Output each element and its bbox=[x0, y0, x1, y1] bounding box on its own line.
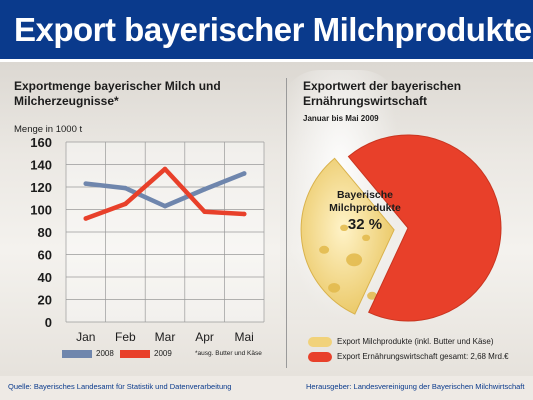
cheese-hole bbox=[340, 224, 349, 232]
legend-label-2008: 2008 bbox=[96, 349, 114, 358]
page-title: Export bayerischer Milchprodukte bbox=[14, 11, 532, 48]
y-tick-label: 140 bbox=[30, 158, 52, 173]
pie-slice-milchprodukte bbox=[300, 157, 395, 315]
y-tick-label: 40 bbox=[38, 270, 52, 285]
legend-swatch-milchprodukte bbox=[308, 337, 332, 347]
pie-slice-label: Bayerische Milchprodukte 32 % bbox=[322, 189, 408, 234]
legend-swatch-2008 bbox=[62, 350, 92, 358]
pie-chart-title-line2: Ernährungswirtschaft bbox=[303, 94, 428, 108]
cheese-hole bbox=[328, 283, 341, 293]
y-tick-label: 20 bbox=[38, 293, 52, 308]
cheese-hole bbox=[346, 253, 363, 267]
data-point-2008 bbox=[241, 171, 247, 176]
pie-slice-label-line1: Bayerische bbox=[336, 189, 394, 201]
data-point-2008 bbox=[162, 203, 168, 209]
y-axis-unit: Menge in 1000 t bbox=[14, 124, 83, 135]
y-tick-label: 160 bbox=[30, 135, 52, 150]
legend-label-ernaehrungswirtschaft: Export Ernährungswirtschaft gesamt: 2,68… bbox=[337, 352, 509, 361]
data-point-2008 bbox=[202, 186, 207, 192]
pie-slice-ernaehrungswirtschaft bbox=[347, 134, 502, 322]
legend-label-2009: 2009 bbox=[154, 349, 172, 358]
pie-slice-percent: 32 % bbox=[347, 216, 383, 233]
x-tick-label: Jan bbox=[76, 330, 95, 344]
legend-swatch-2009 bbox=[120, 350, 150, 358]
data-point-2008 bbox=[123, 185, 128, 191]
data-point-2009 bbox=[162, 166, 168, 172]
line-chart-title-line1: Exportmenge bayerischer Milch und bbox=[14, 79, 221, 93]
data-point-2009 bbox=[83, 216, 89, 221]
data-point-2009 bbox=[241, 211, 247, 217]
y-tick-label: 120 bbox=[30, 180, 52, 195]
y-tick-label: 60 bbox=[38, 248, 52, 263]
x-tick-label: Mai bbox=[235, 330, 254, 344]
panel-divider bbox=[286, 78, 287, 368]
x-tick-label: Mar bbox=[155, 330, 176, 344]
publisher-note: Herausgeber: Landesvereinigung der Bayer… bbox=[306, 382, 525, 391]
data-point-2009 bbox=[202, 209, 207, 215]
x-tick-label: Feb bbox=[115, 330, 136, 344]
cheese-hole bbox=[319, 245, 330, 254]
y-tick-label: 80 bbox=[38, 225, 52, 240]
footer-bar bbox=[0, 376, 533, 400]
x-tick-label: Apr bbox=[195, 330, 214, 344]
footnote: *ausg. Butter und Käse bbox=[195, 350, 262, 357]
cheese-hole bbox=[362, 234, 371, 242]
legend-label-milchprodukte: Export Milchprodukte (inkl. Butter und K… bbox=[337, 337, 494, 346]
y-tick-label: 0 bbox=[45, 315, 52, 330]
pie-chart-title: Exportwert der bayerischen Ernährungswir… bbox=[303, 79, 461, 109]
data-point-2009 bbox=[123, 201, 128, 207]
pie-chart-subtitle: Januar bis Mai 2009 bbox=[303, 114, 379, 123]
source-note: Quelle: Bayerisches Landesamt für Statis… bbox=[8, 382, 232, 391]
pie-slice-label-line2: Milchprodukte bbox=[329, 202, 401, 214]
cheese-hole bbox=[367, 291, 378, 300]
y-tick-label: 100 bbox=[30, 203, 52, 218]
legend-swatch-ernaehrungswirtschaft bbox=[308, 352, 332, 362]
pie-chart-title-line1: Exportwert der bayerischen bbox=[303, 79, 462, 93]
line-chart-title: Exportmenge bayerischer Milch und Milche… bbox=[14, 79, 221, 109]
data-point-2008 bbox=[83, 181, 89, 186]
header-banner: Export bayerischer Milchprodukte bbox=[0, 0, 533, 62]
line-chart-title-line2: Milcherzeugnisse* bbox=[14, 94, 119, 108]
